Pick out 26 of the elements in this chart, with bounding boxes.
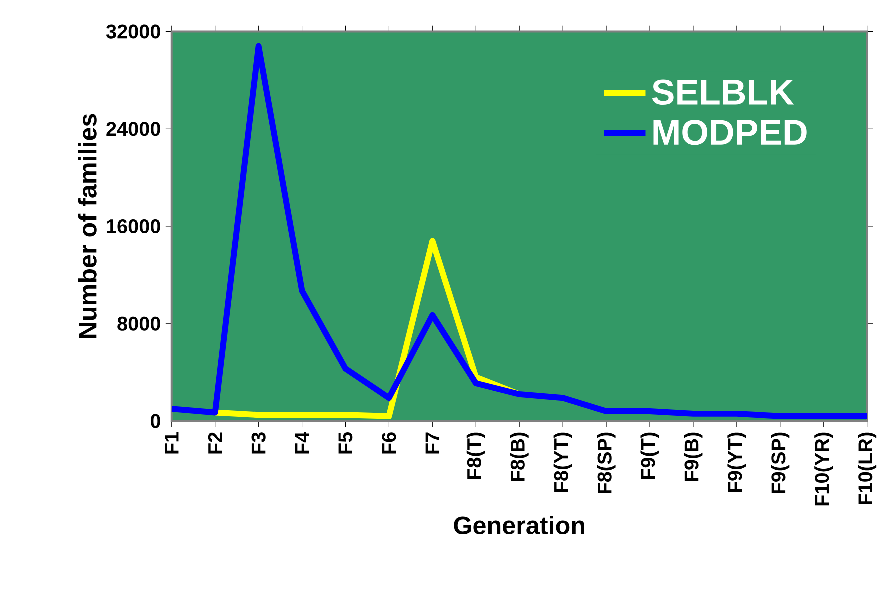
- x-tick-label: F9(B): [684, 432, 703, 482]
- legend-label: SELBLK: [652, 80, 794, 105]
- x-axis-title: Generation: [454, 516, 584, 534]
- y-tick-label: 32000: [106, 24, 160, 39]
- y-tick-label: 16000: [107, 219, 160, 234]
- x-tick-label: F3: [252, 432, 266, 454]
- y-tick-label: 0: [150, 414, 160, 428]
- x-tick-label: F8(B): [510, 432, 529, 482]
- x-tick-label: F10(LR): [858, 432, 877, 504]
- x-tick-label: F9(T): [640, 432, 660, 480]
- x-tick-label: F5: [338, 432, 353, 454]
- x-tick-label: F8(SP): [597, 432, 616, 494]
- x-tick-label: F7: [426, 432, 440, 454]
- x-tick-label: F10(YR): [814, 432, 834, 506]
- y-axis-title: Number of families: [78, 114, 97, 338]
- x-tick-label: F1: [165, 432, 179, 454]
- y-tick-label: 24000: [106, 122, 160, 136]
- x-tick-label: F8(YT): [554, 432, 572, 492]
- legend-label: MODPED: [654, 120, 807, 146]
- y-tick-label: 8000: [118, 316, 160, 331]
- x-tick-label: F9(YT): [728, 432, 746, 492]
- x-tick-label: F2: [208, 432, 222, 454]
- x-tick-label: F9(SP): [771, 432, 790, 494]
- x-tick-label: F6: [382, 432, 396, 454]
- x-tick-label: F8(T): [466, 432, 486, 480]
- x-tick-label: F4: [295, 432, 310, 454]
